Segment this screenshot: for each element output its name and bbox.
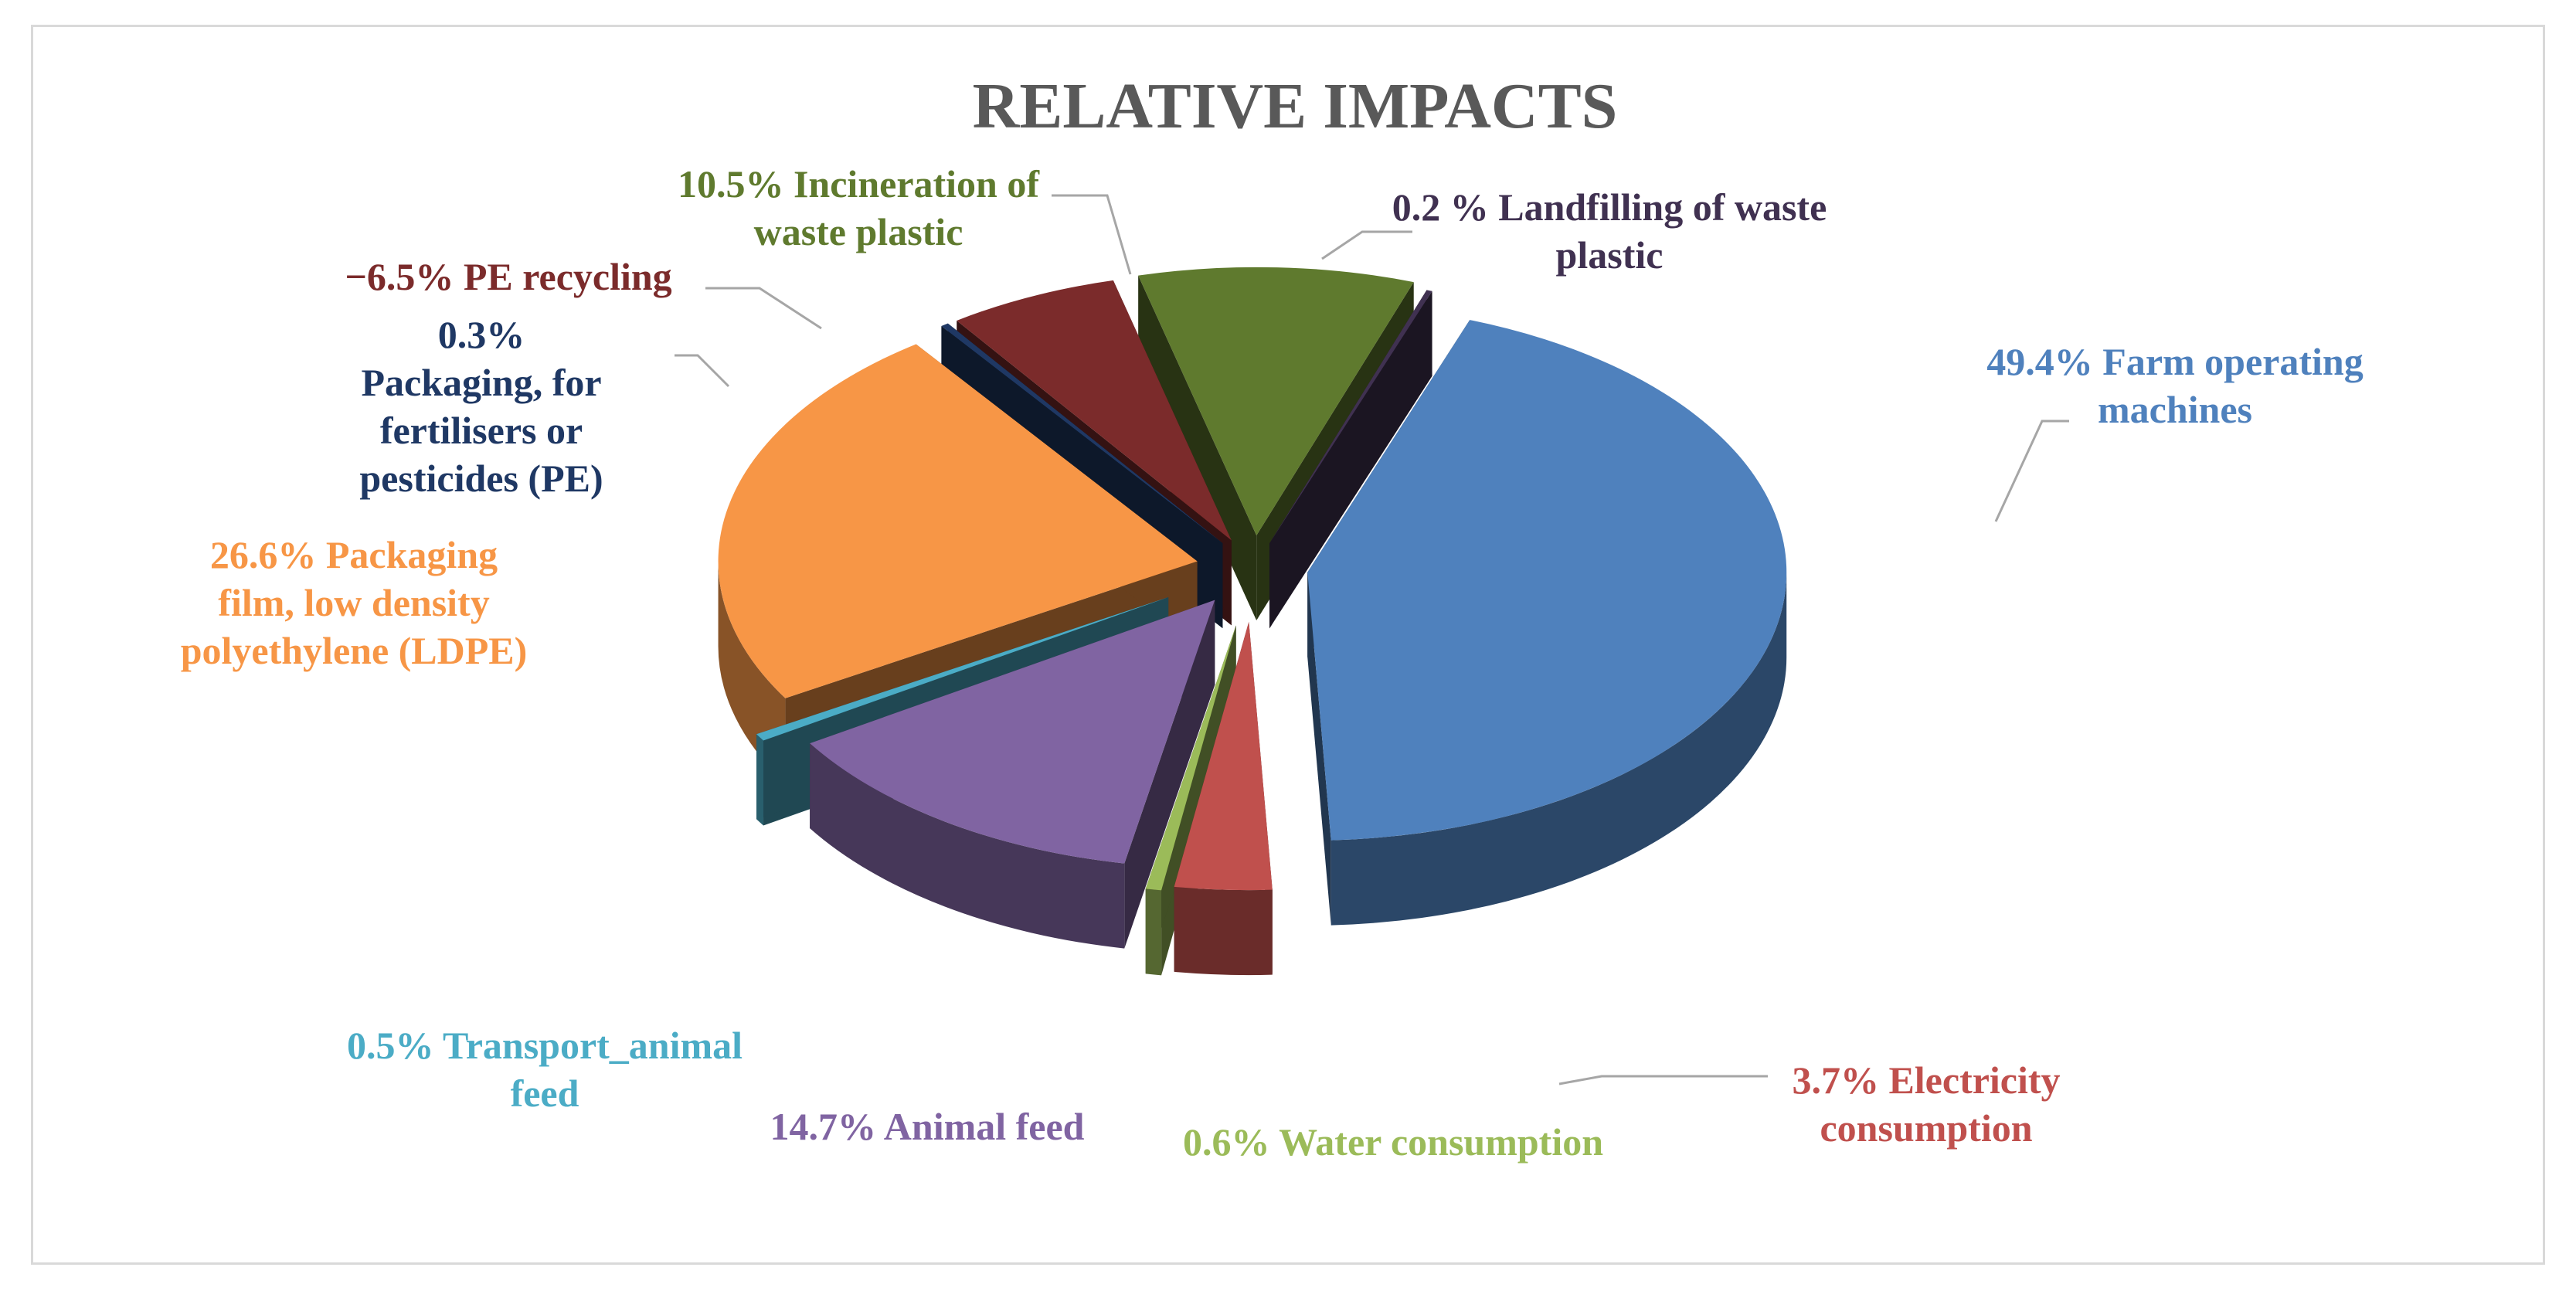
pie-slice xyxy=(1307,320,1787,926)
slice-label-line: 0.5% Transport_animal xyxy=(347,1024,743,1067)
leader-line xyxy=(705,287,822,330)
slice-label-line: 0.6% Water consumption xyxy=(1183,1120,1603,1164)
slice-label: 10.5% Incineration of waste plastic xyxy=(678,162,1040,253)
slice-label-line: 26.6% Packaging xyxy=(210,533,498,576)
leader-line xyxy=(1558,1075,1768,1085)
slice-label-line: 0.2 % Landfilling of waste xyxy=(1392,185,1827,229)
pie-slice xyxy=(1174,621,1273,976)
slice-label-line: plastic xyxy=(1556,233,1664,277)
chart-title: RELATIVE IMPACTS xyxy=(973,70,1618,142)
pie-slice xyxy=(810,600,1215,949)
slice-label-line: waste plastic xyxy=(754,210,963,253)
slice-label-line: 10.5% Incineration of xyxy=(678,162,1040,206)
chart-frame: RELATIVE IMPACTS 49.4% Farm operating mac… xyxy=(31,25,2545,1265)
slice-label: 0.6% Water consumption xyxy=(1183,1120,1603,1164)
leader-line xyxy=(1321,230,1412,260)
slice-label-line: machines xyxy=(2098,388,2252,431)
slice-label-line: film, low density xyxy=(218,581,489,624)
slice-label-line: Packaging, for xyxy=(361,361,601,404)
slice-label-line: fertilisers or xyxy=(380,409,583,452)
pie-chart: RELATIVE IMPACTS 49.4% Farm operating mac… xyxy=(181,70,2364,1164)
slice-label-line: −6.5% PE recycling xyxy=(345,255,671,298)
slice-label-line: 14.7% Animal feed xyxy=(770,1105,1085,1148)
leader-line xyxy=(675,354,730,388)
slice-label: 49.4% Farm operating machines xyxy=(1986,340,2363,431)
slice-label: 0.3% Packaging, for fertilisers or pesticid… xyxy=(359,313,603,500)
slice-label-line: polyethylene (LDPE) xyxy=(181,629,528,672)
leader-line xyxy=(1994,420,2069,522)
pie-slice xyxy=(1269,290,1432,629)
slice-label-line: feed xyxy=(511,1072,579,1115)
slice-label-line: 3.7% Electricity xyxy=(1792,1058,2060,1102)
slice-label-line: pesticides (PE) xyxy=(359,457,603,500)
leader-line xyxy=(1052,194,1132,275)
slice-label: −6.5% PE recycling xyxy=(345,255,671,298)
slice-label: 14.7% Animal feed xyxy=(770,1105,1085,1148)
slice-label: 3.7% Electricity consumption xyxy=(1792,1058,2060,1150)
slice-label: 0.2 % Landfilling of waste plastic xyxy=(1392,185,1827,277)
slice-label-line: consumption xyxy=(1820,1106,2032,1150)
slice-label-line: 49.4% Farm operating xyxy=(1986,340,2363,383)
slice-label: 26.6% Packaging film, low density polyethy… xyxy=(181,533,528,672)
slice-label-line: 0.3% xyxy=(438,313,525,356)
